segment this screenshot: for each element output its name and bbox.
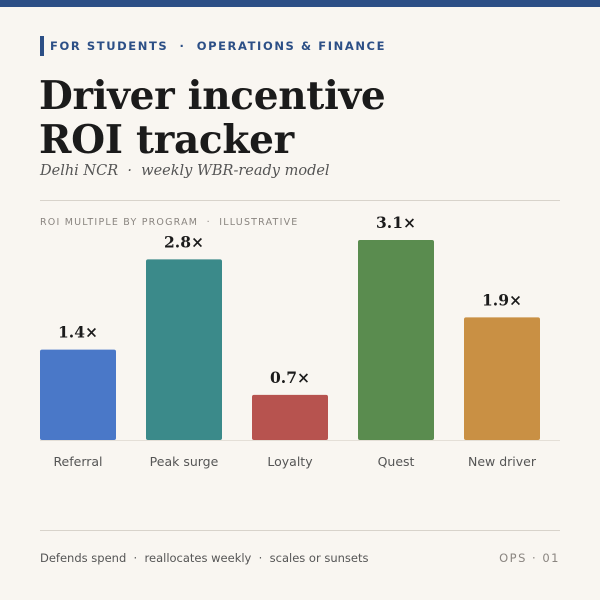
footer-page-code: OPS · 01: [499, 551, 560, 565]
bar-quest: [358, 240, 434, 440]
data-label: 0.7×: [270, 368, 310, 387]
top-accent-bar: [0, 0, 600, 7]
title-line-1: Driver incentive: [39, 73, 386, 119]
title-line-2: ROI tracker: [39, 117, 294, 163]
page-title: Driver incentive ROI tracker: [39, 73, 386, 163]
bar-new-driver: [464, 317, 540, 440]
bar-peak-surge: [146, 259, 222, 440]
chart-caption: ROI MULTIPLE BY PROGRAM · ILLUSTRATIVE: [40, 217, 299, 228]
data-label: 1.9×: [482, 290, 522, 309]
category-label: New driver: [468, 454, 537, 469]
bar-loyalty: [252, 394, 328, 440]
footer-tagline: Defends spend · reallocates weekly · sca…: [40, 551, 369, 565]
eyebrow: FOR STUDENTS · OPERATIONS & FINANCE: [40, 36, 386, 56]
category-label: Referral: [53, 454, 102, 469]
eyebrow-accent-mark: [40, 36, 44, 56]
category-label: Peak surge: [150, 454, 219, 469]
data-label: 3.1×: [376, 213, 416, 232]
divider-bottom: [40, 530, 560, 531]
category-label: Quest: [378, 454, 415, 469]
data-label: 2.8×: [164, 232, 204, 251]
divider-top: [40, 200, 560, 201]
eyebrow-text: FOR STUDENTS · OPERATIONS & FINANCE: [50, 39, 387, 53]
bar-referral: [40, 349, 116, 440]
subtitle: Delhi NCR · weekly WBR-ready model: [40, 163, 330, 179]
category-label: Loyalty: [267, 454, 313, 469]
data-label: 1.4×: [58, 323, 98, 342]
